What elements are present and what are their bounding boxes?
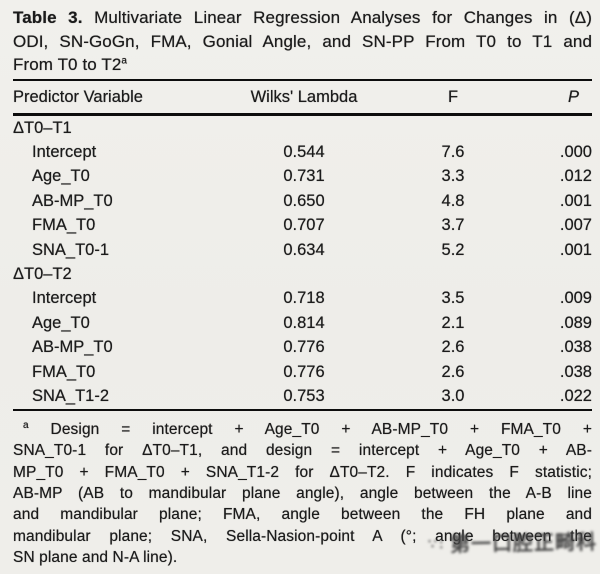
table-row: SNA_T1-2 0.753 3.0 .022	[13, 384, 592, 408]
section-row-t0-t1: ΔT0–T1	[13, 116, 592, 140]
cell-wilks-lambda: 0.634	[283, 240, 325, 259]
table-figure: Table 3. Multivariate Linear Regression …	[13, 6, 592, 569]
cell-wilks-lambda: 0.814	[283, 313, 325, 332]
caption-footnote-marker: a	[121, 55, 128, 67]
header-predictor-variable: Predictor Variable	[13, 87, 143, 106]
cell-predictor: AB-MP_T0	[32, 338, 113, 357]
cell-f: 5.2	[441, 240, 465, 259]
cell-p: .012	[559, 167, 592, 186]
cell-p: .001	[559, 240, 592, 259]
section-label: ΔT0–T2	[13, 265, 72, 284]
table-row: Age_T0 0.814 2.1 .089	[13, 311, 592, 335]
horizontal-rule-header	[13, 113, 592, 116]
header-wilks-lambda: Wilks' Lambda	[250, 87, 358, 106]
cell-p: .001	[559, 191, 592, 210]
cell-wilks-lambda: 0.731	[283, 167, 325, 186]
table-row: FMA_T0 0.707 3.7 .007	[13, 214, 592, 238]
header-p: P	[567, 87, 579, 106]
cell-predictor: Age_T0	[32, 313, 90, 332]
cell-f: 3.3	[441, 167, 465, 186]
cell-wilks-lambda: 0.776	[283, 338, 325, 357]
table-footnote: a Design = intercept + Age_T0 + AB-MP_T0…	[13, 411, 592, 569]
cell-wilks-lambda: 0.753	[283, 386, 325, 405]
table-caption: Table 3. Multivariate Linear Regression …	[13, 6, 592, 77]
caption-line-3: From T0 to T2a	[13, 53, 592, 77]
cell-predictor: SNA_T0-1	[32, 240, 110, 259]
footnote-line: SNA_T0-1 for ΔT0–T1, and design = interc…	[13, 442, 592, 460]
table-row: Age_T0 0.731 3.3 .012	[13, 165, 592, 189]
cell-p: .038	[559, 362, 592, 381]
cell-predictor: Intercept	[32, 289, 97, 308]
cell-predictor: FMA_T0	[32, 362, 96, 381]
cell-wilks-lambda: 0.544	[283, 143, 325, 162]
table-row: SNA_T0-1 0.634 5.2 .001	[13, 238, 592, 262]
cell-f: 2.1	[441, 313, 465, 332]
cell-p: .009	[559, 289, 592, 308]
footnote-line: a Design = intercept + Age_T0 + AB-MP_T0…	[13, 419, 592, 440]
cell-f: 3.7	[441, 216, 465, 235]
watermark: ∵: 第一口腔正畸科	[428, 526, 598, 558]
cell-p: .000	[559, 143, 592, 162]
horizontal-rule-top	[13, 79, 592, 81]
cell-predictor: Intercept	[32, 143, 97, 162]
footnote-line: mandibular plane; SNA, Sella-Nasion-poin…	[13, 527, 592, 545]
table-row: Intercept 0.718 3.5 .009	[13, 287, 592, 311]
table-row: AB-MP_T0 0.776 2.6 .038	[13, 336, 592, 360]
cell-wilks-lambda: 0.718	[283, 289, 325, 308]
caption-line-1-text: Multivariate Linear Regression Analyses …	[82, 8, 592, 27]
watermark-text: 第一口腔正畸科	[449, 531, 598, 557]
cell-f: 2.6	[441, 362, 465, 381]
footnote-line: SN plane and N-A line).	[13, 549, 178, 567]
cell-p: .038	[559, 338, 592, 357]
table-row: FMA_T0 0.776 2.6 .038	[13, 360, 592, 384]
section-row-t0-t2: ΔT0–T2	[13, 262, 592, 286]
cell-wilks-lambda: 0.650	[283, 191, 325, 210]
footnote-line: AB-MP (AB to mandibular plane angle), an…	[13, 484, 592, 502]
cell-predictor: AB-MP_T0	[32, 191, 113, 210]
footnote-line: MP_T0 + FMA_T0 + SNA_T1-2 for ΔT0–T2. F …	[13, 463, 592, 481]
cell-predictor: Age_T0	[32, 167, 90, 186]
cell-p: .022	[559, 386, 592, 405]
cell-predictor: FMA_T0	[32, 216, 96, 235]
cell-f: 7.6	[441, 143, 465, 162]
cell-f: 2.6	[441, 338, 465, 357]
caption-table-number: Table 3.	[13, 8, 83, 27]
cell-f: 3.0	[441, 386, 465, 405]
section-label: ΔT0–T1	[13, 118, 72, 137]
cell-f: 4.8	[441, 191, 465, 210]
table-row: AB-MP_T0 0.650 4.8 .001	[13, 189, 592, 213]
horizontal-rule-bottom	[13, 408, 592, 411]
caption-line-2: ODI, SN-GoGn, FMA, Gonial Angle, and SN-…	[13, 31, 592, 51]
caption-line-1: Table 3. Multivariate Linear Regression …	[13, 6, 592, 30]
cell-wilks-lambda: 0.707	[283, 216, 325, 235]
footnote-line-text: Design = intercept + Age_T0 + AB-MP_T0 +…	[50, 420, 592, 438]
cell-p: .089	[559, 313, 592, 332]
cell-p: .007	[559, 216, 592, 235]
header-f: F	[447, 87, 459, 106]
table-header-row: Predictor Variable Wilks' Lambda F P	[13, 81, 592, 113]
footnote-line: and mandibular plane; FMA, angle between…	[13, 506, 592, 524]
cell-f: 3.5	[441, 289, 465, 308]
footnote-marker: a	[23, 419, 29, 431]
table-row: Intercept 0.544 7.6 .000	[13, 140, 592, 164]
cell-wilks-lambda: 0.776	[283, 362, 325, 381]
watermark-stamp-icon: ∵:	[427, 535, 446, 552]
caption-line-3-text: From T0 to T2	[13, 55, 122, 74]
cell-predictor: SNA_T1-2	[32, 386, 110, 405]
